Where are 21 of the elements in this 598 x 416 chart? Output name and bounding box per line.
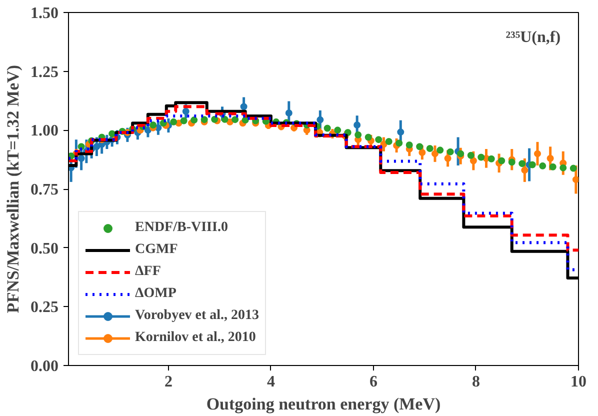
- x-tick-label: 6: [369, 374, 378, 390]
- legend-label: Kornilov et al., 2010: [135, 329, 256, 347]
- y-tick-label: 0.75: [30, 182, 58, 198]
- y-tick-label: 1.50: [30, 5, 58, 22]
- y-tick-label: 1.25: [30, 64, 58, 81]
- x-tick-label: 4: [266, 374, 275, 390]
- legend-label: ENDF/B-VIII.0: [135, 219, 228, 237]
- y-tick-label: 0.50: [30, 240, 58, 258]
- legend-label: ΔFF: [135, 263, 161, 281]
- annotation: ²³⁵U(n,f): [506, 28, 561, 46]
- y-axis-title: PFNS/Maxwellian (kT=1.32 MeV): [4, 64, 22, 314]
- legend-label: CGMF: [135, 241, 178, 259]
- legend-label: Vorobyev et al., 2013: [135, 307, 260, 325]
- legend-label: ΔOMP: [135, 285, 176, 303]
- y-tick-label: 0.00: [30, 358, 58, 375]
- x-tick-label: 2: [164, 374, 172, 390]
- x-tick-label: 8: [472, 374, 480, 390]
- x-tick-label: 10: [570, 374, 586, 390]
- x-axis-title: Outgoing neutron energy (MeV): [206, 394, 441, 414]
- y-tick-label: 0.25: [30, 299, 58, 316]
- y-tick-label: 1.00: [30, 122, 58, 140]
